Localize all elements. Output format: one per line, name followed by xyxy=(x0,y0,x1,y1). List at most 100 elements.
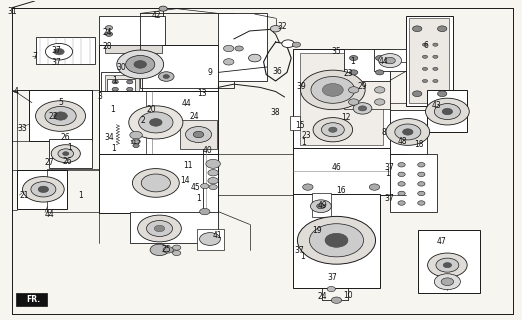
Text: 44: 44 xyxy=(182,99,192,108)
Text: 13: 13 xyxy=(197,89,207,98)
Polygon shape xyxy=(293,195,379,288)
Circle shape xyxy=(133,144,139,148)
Text: 2: 2 xyxy=(140,116,145,125)
Polygon shape xyxy=(105,75,139,95)
Text: 8: 8 xyxy=(382,128,386,137)
Text: 37: 37 xyxy=(385,194,395,204)
Polygon shape xyxy=(36,37,96,64)
Circle shape xyxy=(105,32,113,36)
Circle shape xyxy=(412,91,422,97)
Circle shape xyxy=(54,112,67,120)
Circle shape xyxy=(150,244,169,256)
Circle shape xyxy=(58,149,74,158)
Text: 24: 24 xyxy=(103,28,112,37)
Circle shape xyxy=(322,123,345,137)
Text: 41: 41 xyxy=(213,231,223,240)
Polygon shape xyxy=(99,154,218,212)
Text: 27: 27 xyxy=(45,158,55,167)
Polygon shape xyxy=(293,148,390,195)
Text: 34: 34 xyxy=(105,133,114,142)
Circle shape xyxy=(126,55,155,73)
Text: 20: 20 xyxy=(147,105,156,114)
Polygon shape xyxy=(406,16,453,107)
Polygon shape xyxy=(101,72,143,96)
Text: 43: 43 xyxy=(432,101,442,110)
Text: 49: 49 xyxy=(317,201,327,210)
Text: 11: 11 xyxy=(183,161,193,170)
Text: 39: 39 xyxy=(296,82,306,91)
Polygon shape xyxy=(99,91,218,154)
Circle shape xyxy=(398,163,405,167)
Circle shape xyxy=(45,107,76,125)
Text: 3: 3 xyxy=(97,92,102,101)
Text: 44: 44 xyxy=(378,57,388,66)
Circle shape xyxy=(163,75,169,78)
Circle shape xyxy=(172,245,181,250)
Text: 26: 26 xyxy=(61,133,70,142)
Polygon shape xyxy=(293,49,390,149)
Circle shape xyxy=(206,159,220,168)
Text: 1: 1 xyxy=(385,169,389,178)
Text: 42: 42 xyxy=(152,11,161,20)
Text: 1: 1 xyxy=(113,76,117,85)
Polygon shape xyxy=(390,110,426,154)
Circle shape xyxy=(443,263,452,268)
Circle shape xyxy=(63,152,69,156)
Text: 14: 14 xyxy=(180,176,190,185)
Circle shape xyxy=(434,104,460,120)
Circle shape xyxy=(22,177,64,202)
Circle shape xyxy=(292,42,301,47)
Text: 45: 45 xyxy=(191,183,200,192)
Text: 19: 19 xyxy=(312,226,322,235)
Text: 6: 6 xyxy=(423,41,429,51)
Text: 30: 30 xyxy=(116,63,126,72)
Circle shape xyxy=(208,178,218,184)
Circle shape xyxy=(386,119,430,145)
Text: 37: 37 xyxy=(52,45,62,55)
Text: 12: 12 xyxy=(342,114,351,123)
Circle shape xyxy=(223,45,234,52)
Bar xyxy=(418,230,480,293)
Circle shape xyxy=(436,258,459,272)
Circle shape xyxy=(311,76,355,103)
Text: 26: 26 xyxy=(62,157,72,166)
Text: 7: 7 xyxy=(32,52,37,61)
Text: 37: 37 xyxy=(385,163,395,172)
Circle shape xyxy=(398,182,405,186)
Text: 46: 46 xyxy=(331,163,341,172)
Polygon shape xyxy=(29,90,92,141)
Polygon shape xyxy=(312,194,331,217)
Text: 25: 25 xyxy=(161,245,171,254)
Circle shape xyxy=(385,57,395,64)
Text: 9: 9 xyxy=(208,68,213,77)
Bar xyxy=(16,292,46,306)
Circle shape xyxy=(422,43,428,46)
Text: 37: 37 xyxy=(52,58,62,67)
Text: 31: 31 xyxy=(7,7,17,16)
Text: 1: 1 xyxy=(111,144,116,153)
Circle shape xyxy=(248,54,261,62)
Circle shape xyxy=(349,99,359,105)
Circle shape xyxy=(155,225,164,232)
Circle shape xyxy=(375,55,384,60)
Circle shape xyxy=(199,208,210,215)
Text: 1: 1 xyxy=(351,57,355,66)
Polygon shape xyxy=(130,212,218,244)
Polygon shape xyxy=(390,154,437,212)
Circle shape xyxy=(433,43,438,46)
Polygon shape xyxy=(105,45,162,53)
Circle shape xyxy=(130,131,143,139)
Circle shape xyxy=(209,185,217,190)
Circle shape xyxy=(353,103,372,114)
Polygon shape xyxy=(180,120,217,149)
Polygon shape xyxy=(409,18,449,103)
Text: 23: 23 xyxy=(302,131,311,140)
Circle shape xyxy=(398,191,405,196)
Circle shape xyxy=(422,79,428,83)
Circle shape xyxy=(329,127,337,132)
Circle shape xyxy=(323,84,343,96)
Circle shape xyxy=(412,26,422,32)
Circle shape xyxy=(422,55,428,58)
Text: 18: 18 xyxy=(414,140,424,149)
Circle shape xyxy=(433,67,438,70)
